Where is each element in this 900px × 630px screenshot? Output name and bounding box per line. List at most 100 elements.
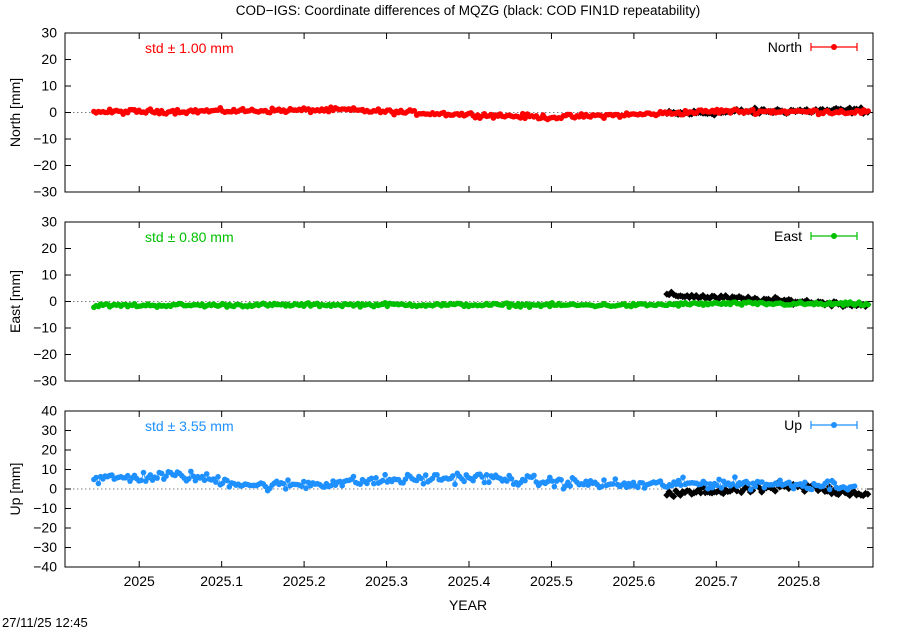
- x-tick-label: 2025.1: [200, 573, 243, 589]
- series-up: [91, 468, 872, 501]
- legend-label: Up: [784, 417, 802, 433]
- y-tick-label: −40: [33, 559, 57, 575]
- coordinate-difference-point: [729, 481, 736, 487]
- y-tick-label: 30: [41, 214, 57, 230]
- coordinate-difference-point: [621, 480, 628, 486]
- coordinate-difference-point: [215, 474, 221, 480]
- coordinate-difference-point: [213, 479, 219, 485]
- y-tick-label: −10: [33, 320, 57, 336]
- y-tick-label: 30: [41, 422, 57, 438]
- chart-title: COD−IGS: Coordinate differences of MQZG …: [236, 3, 701, 18]
- legend-marker: [831, 44, 837, 50]
- coordinate-difference-point: [301, 478, 307, 485]
- repeatability-point: [753, 295, 761, 303]
- coordinate-difference-point: [479, 474, 485, 480]
- coordinate-difference-point: [522, 115, 528, 122]
- repeatability-point: [699, 483, 707, 491]
- repeatability-point: [764, 295, 773, 303]
- x-tick-label: 2025.8: [777, 573, 820, 589]
- coordinate-difference-point: [504, 478, 510, 484]
- x-tick-label: 2025.5: [530, 573, 573, 589]
- coordinate-difference-point: [147, 472, 154, 478]
- y-tick-label: −30: [33, 184, 57, 200]
- coordinate-difference-point: [337, 478, 343, 485]
- x-tick-label: 2025.3: [365, 573, 408, 589]
- repeatability-point: [699, 291, 707, 300]
- repeatability-point: [715, 487, 723, 495]
- coordinate-difference-point: [714, 482, 720, 489]
- legend-label: East: [774, 228, 802, 244]
- coordinate-difference-point: [93, 474, 99, 481]
- coordinate-difference-point: [328, 482, 334, 489]
- repeatability-point: [694, 485, 703, 494]
- repeatability-point: [724, 294, 732, 302]
- timestamp: 27/11/25 12:45: [2, 615, 88, 630]
- chart-panels: −30 −20 −10 0 10 20 30 North [mm] std ± 1.00 mm N…: [7, 25, 874, 589]
- repeatability-point: [814, 486, 822, 495]
- y-axis-label: East [mm]: [7, 270, 23, 333]
- coordinate-difference-point: [262, 483, 269, 490]
- coordinate-difference-point: [775, 481, 781, 488]
- coordinate-difference-point: [865, 301, 871, 308]
- x-tick-label: 2025.2: [283, 573, 326, 589]
- coordinate-difference-point: [549, 478, 555, 484]
- repeatability-point: [830, 486, 838, 494]
- coordinate-difference-point: [402, 476, 409, 483]
- legend-marker: [831, 422, 837, 428]
- coordinate-difference-point: [434, 472, 440, 478]
- coordinate-difference-point: [371, 480, 377, 487]
- y-tick-label: −30: [33, 373, 57, 389]
- coordinate-difference-point: [865, 108, 871, 114]
- coordinate-difference-point: [732, 474, 738, 480]
- coordinate-difference-point: [280, 480, 287, 487]
- coordinate-difference-point: [285, 477, 291, 483]
- coordinate-difference-point: [531, 472, 537, 479]
- coordinate-difference-point: [585, 482, 591, 488]
- y-tick-label: −10: [33, 500, 57, 516]
- repeatability-point: [692, 488, 700, 496]
- y-tick-label: −10: [33, 131, 57, 147]
- std-label: std ± 3.55 mm: [145, 418, 234, 434]
- repeatability-point: [834, 490, 843, 499]
- x-axis-label: YEAR: [449, 597, 487, 613]
- coordinate-difference-point: [172, 111, 178, 117]
- repeatability-point: [688, 291, 696, 299]
- coordinate-difference-point: [267, 109, 273, 116]
- coordinate-difference-point: [95, 480, 102, 487]
- repeatability-point: [712, 488, 721, 496]
- repeatability-point: [857, 104, 865, 112]
- y-tick-label: −20: [33, 157, 57, 173]
- coordinate-difference-point: [418, 475, 425, 482]
- coordinate-difference-point: [201, 477, 208, 484]
- coordinate-difference-point: [298, 483, 305, 490]
- repeatability-point: [665, 488, 673, 496]
- coordinate-difference-point: [802, 479, 808, 486]
- std-label: std ± 0.80 mm: [145, 229, 234, 245]
- legend-marker: [831, 233, 837, 239]
- repeatability-point: [733, 487, 741, 495]
- coordinate-difference-point: [678, 482, 684, 489]
- repeatability-point: [803, 481, 811, 489]
- coordinate-difference-point: [411, 108, 418, 114]
- repeatability-point: [706, 294, 714, 303]
- coordinate-difference-point: [599, 483, 605, 490]
- coordinate-difference-point: [190, 473, 196, 479]
- repeatability-point: [710, 292, 718, 300]
- coordinate-difference-point: [461, 478, 467, 485]
- coordinate-difference-point: [601, 477, 607, 483]
- panel-up: −40 −30 −20 −10 0 10 20 30 40 2025 2025.1 2025.2 202…: [7, 403, 874, 589]
- repeatability-point: [773, 295, 782, 303]
- repeatability-point: [719, 294, 727, 302]
- y-tick-label: 30: [41, 25, 57, 41]
- coordinate-difference-point: [422, 472, 429, 478]
- y-tick-label: 10: [41, 78, 57, 94]
- coordinate-difference-point: [350, 473, 357, 480]
- std-label: std ± 1.00 mm: [145, 40, 234, 56]
- repeatability-point: [676, 491, 685, 499]
- repeatability-point: [672, 487, 680, 495]
- coordinate-difference-point: [639, 480, 646, 486]
- y-tick-label: −30: [33, 539, 57, 555]
- repeatability-point: [697, 293, 705, 301]
- coordinate-difference-point: [851, 483, 858, 490]
- repeatability-point: [800, 487, 809, 495]
